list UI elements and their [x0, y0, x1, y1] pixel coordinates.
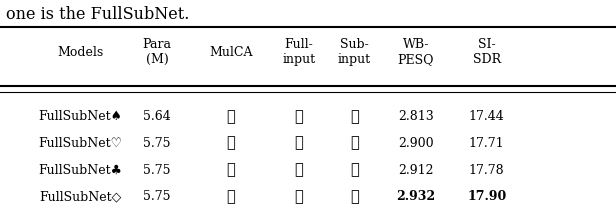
- Text: ✗: ✗: [294, 163, 303, 177]
- Text: ✗: ✗: [294, 110, 303, 124]
- Text: Sub-
input: Sub- input: [338, 38, 371, 67]
- Text: 5.75: 5.75: [144, 137, 171, 150]
- Text: 17.44: 17.44: [469, 110, 505, 123]
- Text: one is the FullSubNet.: one is the FullSubNet.: [6, 6, 190, 23]
- Text: ✓: ✓: [350, 163, 359, 177]
- Text: 2.900: 2.900: [398, 137, 434, 150]
- Text: ✓: ✓: [350, 190, 359, 204]
- Text: ✓: ✓: [227, 190, 235, 204]
- Text: 5.75: 5.75: [144, 190, 171, 203]
- Text: ✗: ✗: [227, 110, 235, 124]
- Text: FullSubNet♣: FullSubNet♣: [38, 164, 122, 177]
- Text: Models: Models: [57, 46, 103, 59]
- Text: ✓: ✓: [227, 136, 235, 150]
- Text: FullSubNet♡: FullSubNet♡: [38, 137, 122, 150]
- Text: FullSubNet◇: FullSubNet◇: [39, 190, 121, 203]
- Text: 17.71: 17.71: [469, 137, 505, 150]
- Text: 17.90: 17.90: [467, 190, 506, 203]
- Text: SI-
SDR: SI- SDR: [472, 38, 501, 67]
- Text: 5.64: 5.64: [143, 110, 171, 123]
- Text: 5.75: 5.75: [144, 164, 171, 177]
- Text: Para
(M): Para (M): [142, 38, 172, 67]
- Text: Full-
input: Full- input: [282, 38, 315, 67]
- Text: FullSubNet♠: FullSubNet♠: [38, 110, 122, 123]
- Text: 2.912: 2.912: [398, 164, 434, 177]
- Text: 17.78: 17.78: [469, 164, 505, 177]
- Text: 2.813: 2.813: [398, 110, 434, 123]
- Text: 2.932: 2.932: [396, 190, 436, 203]
- Text: MulCA: MulCA: [209, 46, 253, 59]
- Text: ✗: ✗: [350, 110, 359, 124]
- Text: ✓: ✓: [227, 163, 235, 177]
- Text: ✓: ✓: [294, 136, 303, 150]
- Text: ✓: ✓: [294, 190, 303, 204]
- Text: ✗: ✗: [350, 136, 359, 150]
- Text: WB-
PESQ: WB- PESQ: [397, 38, 434, 67]
